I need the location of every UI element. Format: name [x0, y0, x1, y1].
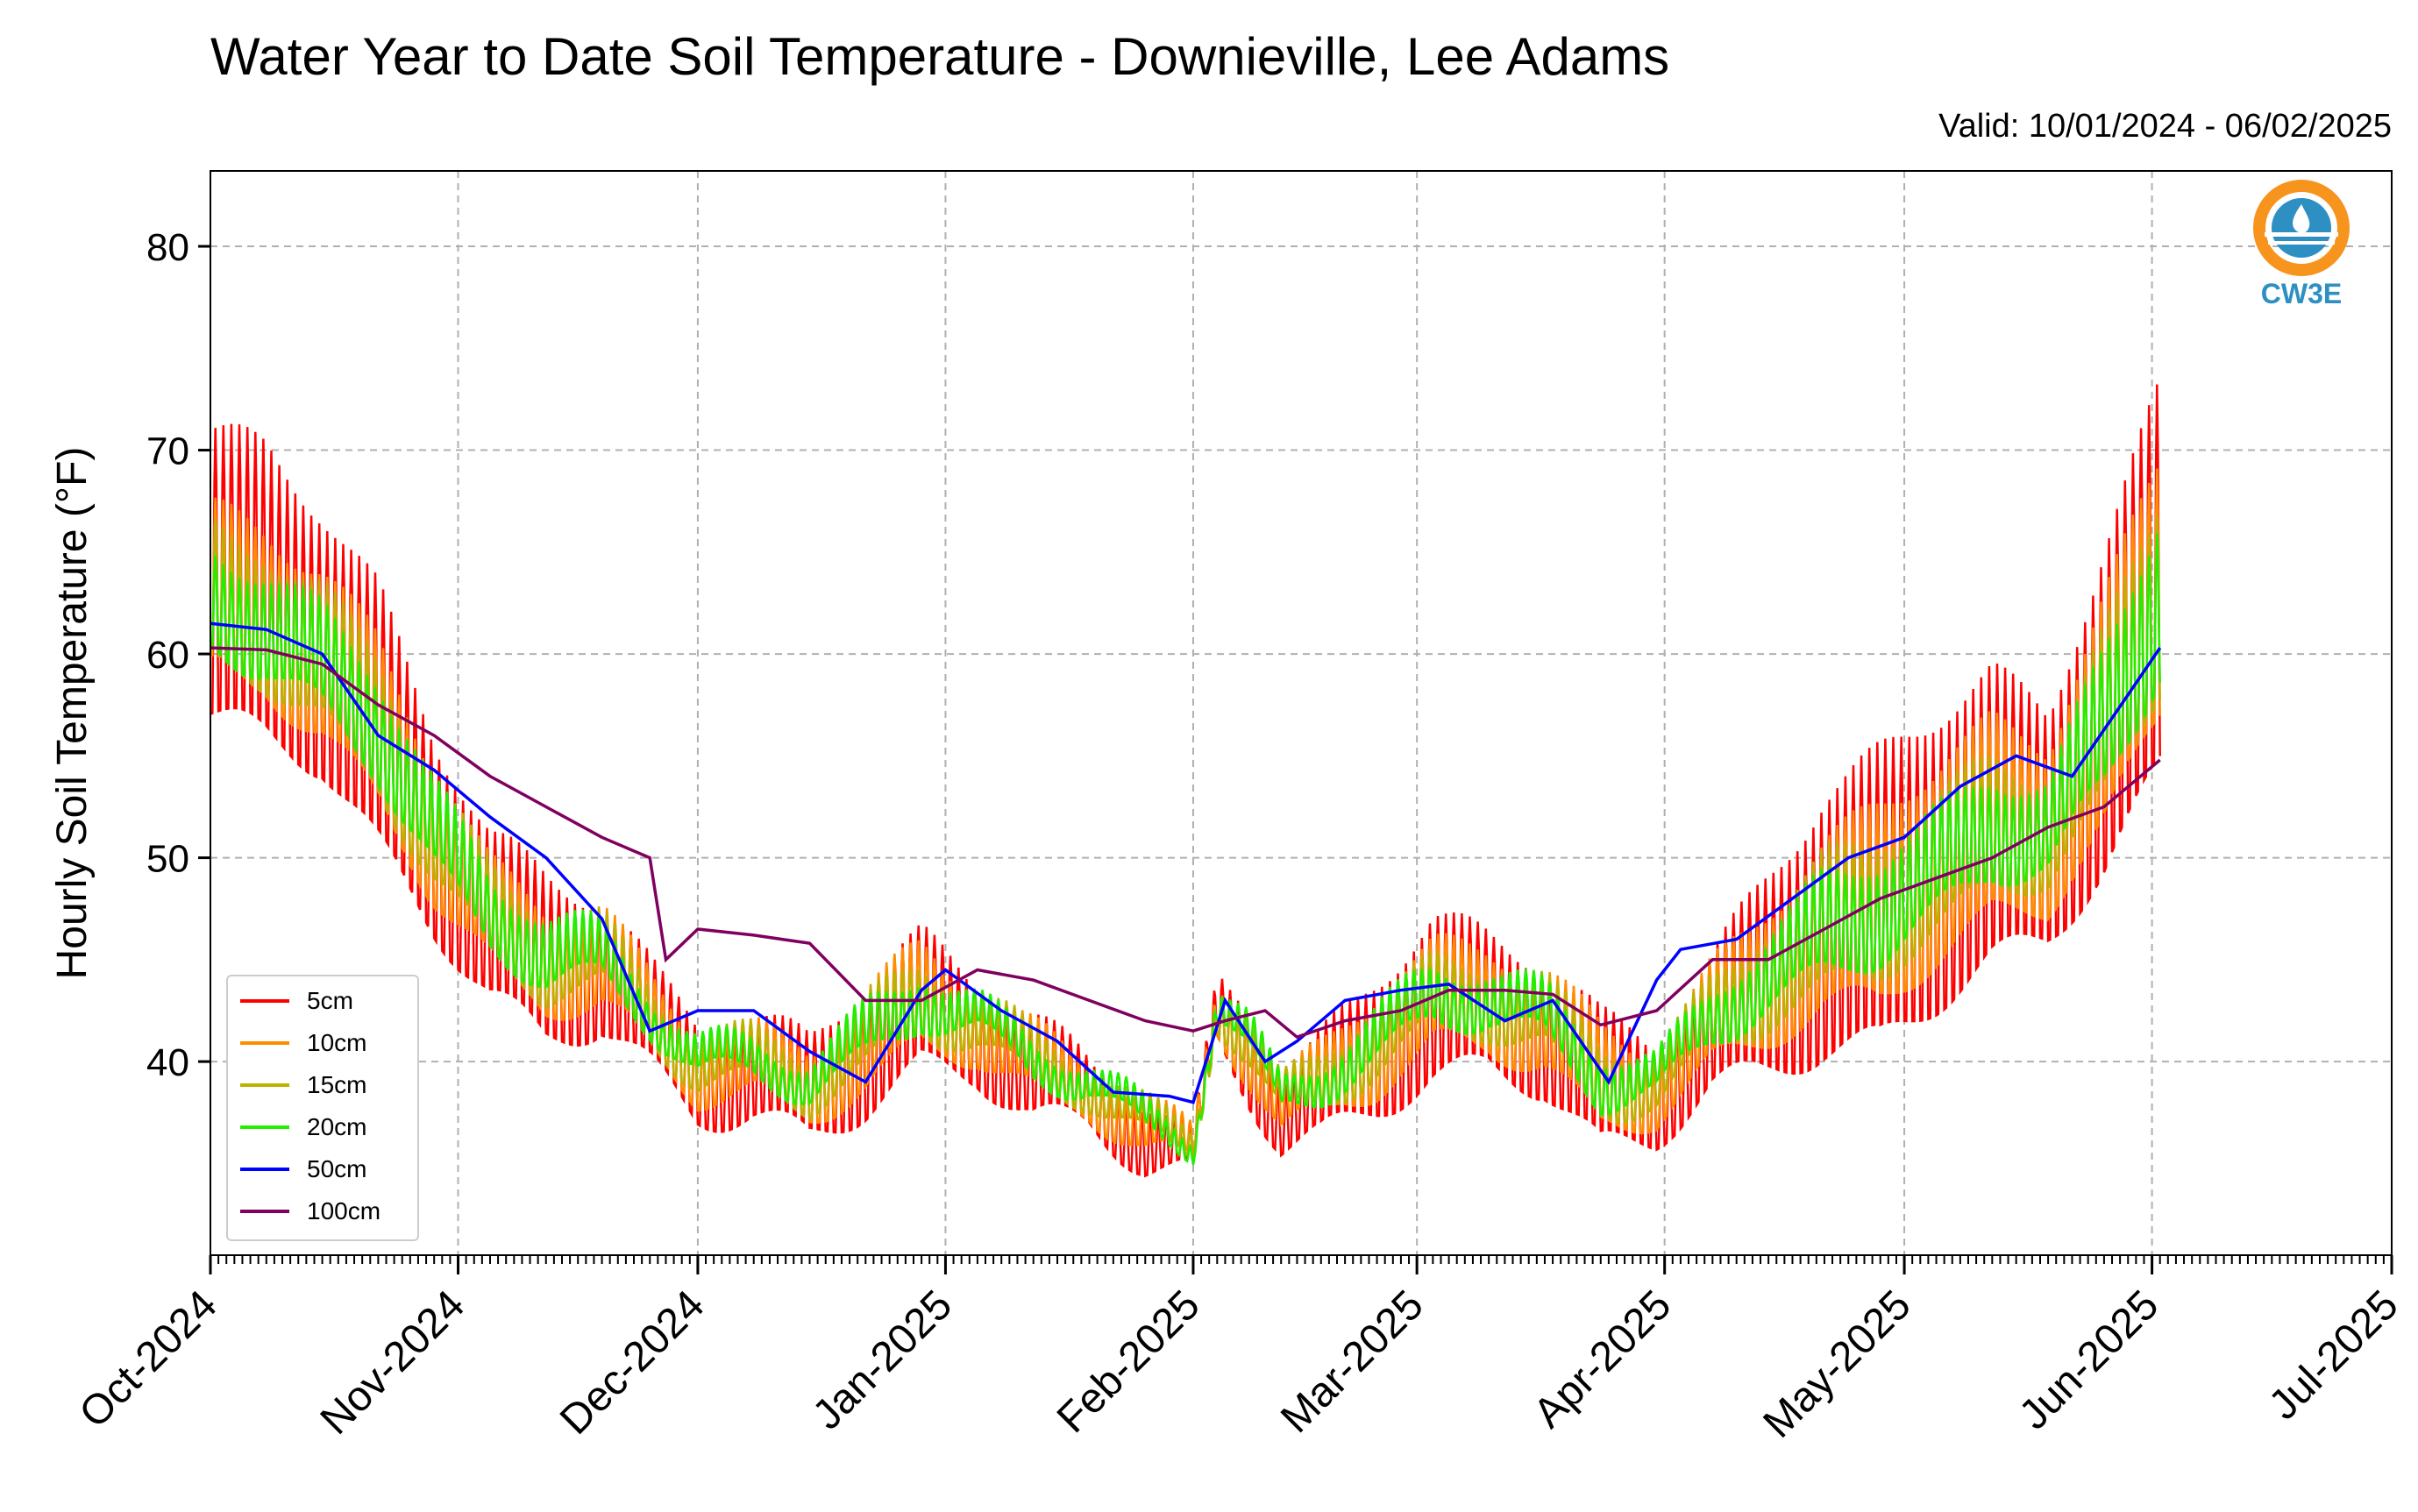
legend-swatch-15cm [240, 1083, 289, 1087]
chart-title: Water Year to Date Soil Temperature - Do… [210, 27, 1670, 86]
x-tick-label: Oct-2024 [71, 1281, 226, 1437]
legend-swatch-100cm [240, 1210, 289, 1213]
chart-legend: 5cm 10cm 15cm 20cm 50cm 100cm [226, 975, 419, 1241]
x-tick-label: May-2025 [1754, 1281, 1919, 1446]
series-line-100cm [210, 646, 2161, 1040]
series-line-5cm [210, 384, 2161, 1178]
y-axis-label: Hourly Soil Temperature (°F) [49, 447, 96, 980]
legend-item-5cm: 5cm [240, 983, 353, 1019]
y-tick-label: 70 [146, 430, 189, 473]
legend-label-50cm: 50cm [307, 1155, 367, 1182]
legend-item-15cm: 15cm [240, 1068, 366, 1103]
y-tick-label: 60 [146, 634, 189, 677]
x-tick-label: Dec-2024 [551, 1281, 714, 1444]
series-line-50cm [210, 621, 2162, 1104]
legend-label-10cm: 10cm [307, 1029, 367, 1056]
plot-frame [210, 170, 2393, 1256]
y-tick-label: 40 [146, 1041, 189, 1084]
x-tick-label: Apr-2025 [1525, 1281, 1680, 1437]
x-tick-label: Mar-2025 [1272, 1281, 1433, 1442]
x-tick-label: Jan-2025 [804, 1281, 961, 1438]
legend-swatch-5cm [240, 999, 289, 1003]
legend-swatch-10cm [240, 1041, 289, 1045]
legend-item-50cm: 50cm [240, 1152, 366, 1187]
y-tick-label: 50 [146, 838, 189, 881]
legend-label-15cm: 15cm [307, 1071, 367, 1098]
legend-label-100cm: 100cm [307, 1197, 381, 1225]
x-tick-label: Feb-2025 [1049, 1281, 1209, 1442]
legend-label-5cm: 5cm [307, 987, 353, 1014]
legend-swatch-50cm [240, 1168, 289, 1171]
y-tick-label: 80 [146, 226, 189, 269]
series-line-20cm [210, 533, 2161, 1166]
legend-swatch-20cm [240, 1125, 289, 1129]
legend-item-20cm: 20cm [240, 1110, 366, 1145]
valid-date-range: Valid: 10/01/2024 - 06/02/2025 [1938, 108, 2392, 145]
x-tick-label: Jul-2025 [2260, 1281, 2407, 1429]
cw3e-logo-icon [2253, 180, 2350, 276]
cw3e-logo: CW3E [2249, 180, 2354, 320]
x-tick-label: Jun-2025 [2010, 1281, 2167, 1438]
legend-item-10cm: 10cm [240, 1026, 366, 1061]
legend-label-20cm: 20cm [307, 1113, 367, 1140]
legend-item-100cm: 100cm [240, 1194, 380, 1229]
x-tick-label: Nov-2024 [312, 1281, 474, 1444]
cw3e-logo-text: CW3E [2260, 278, 2343, 309]
